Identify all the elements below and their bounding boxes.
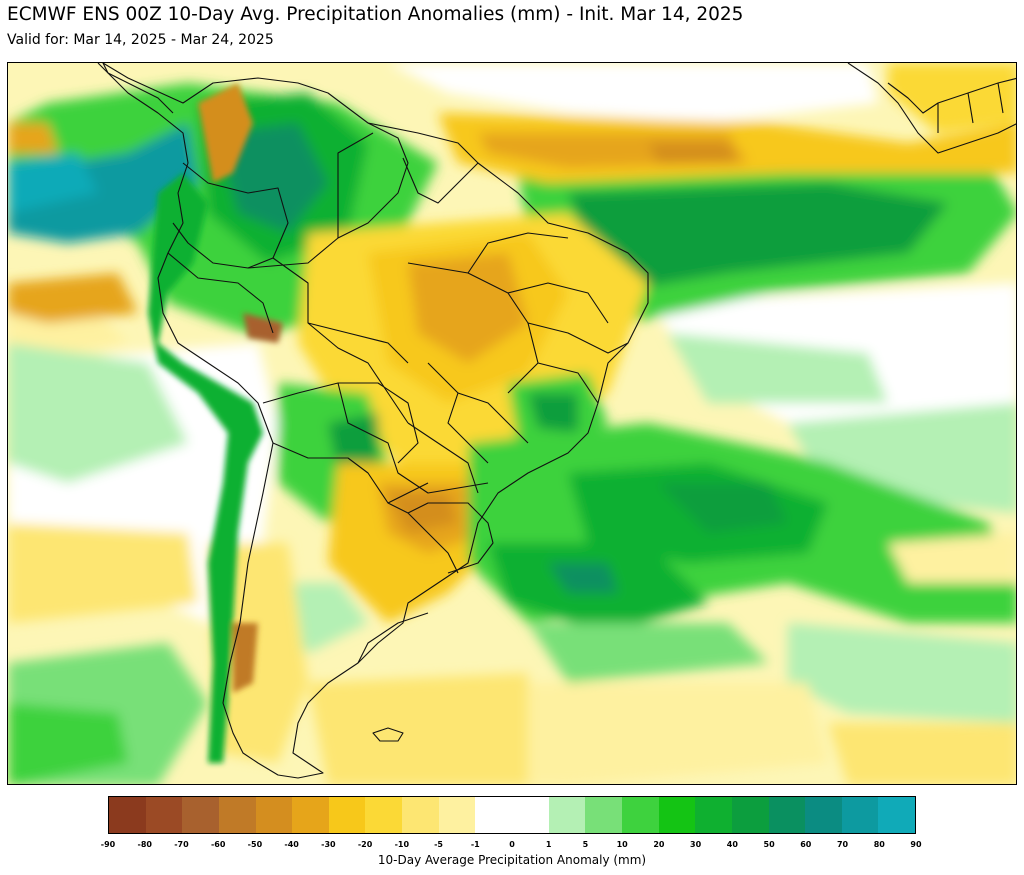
colorbar-swatch bbox=[841, 797, 879, 833]
colorbar-tick-label: 70 bbox=[836, 840, 849, 849]
colorbar-swatch bbox=[731, 797, 769, 833]
colorbar-swatch bbox=[218, 797, 256, 833]
colorbar-swatch bbox=[182, 797, 219, 833]
colorbar-swatches bbox=[108, 796, 916, 834]
colorbar-tick-label: -60 bbox=[210, 840, 226, 849]
country-borders bbox=[97, 63, 1016, 779]
colorbar-tick-label: 20 bbox=[653, 840, 665, 849]
colorbar-swatch bbox=[328, 797, 366, 833]
colorbar-swatch bbox=[402, 797, 439, 833]
colorbar-swatch bbox=[548, 797, 586, 833]
colorbar-tick-label: 10 bbox=[616, 840, 628, 849]
colorbar-tick-label: -5 bbox=[434, 840, 443, 849]
colorbar-tick-label: 40 bbox=[726, 840, 738, 849]
colorbar-swatch bbox=[365, 797, 403, 833]
colorbar-tick-label: 5 bbox=[582, 840, 589, 849]
colorbar-tick-label: 30 bbox=[690, 840, 702, 849]
colorbar-tick-label: 50 bbox=[763, 840, 775, 849]
colorbar-tick-label: -20 bbox=[357, 840, 373, 849]
andes-detail bbox=[148, 83, 283, 763]
colorbar-tick-label: -80 bbox=[137, 840, 152, 849]
colorbar-tick-label: 90 bbox=[910, 840, 922, 849]
colorbar-swatch bbox=[292, 797, 329, 833]
page-title: ECMWF ENS 00Z 10-Day Avg. Precipitation … bbox=[7, 4, 744, 25]
colorbar-swatch bbox=[805, 797, 842, 833]
colorbar-tick-label: 60 bbox=[800, 840, 812, 849]
colorbar-tick-label: 1 bbox=[545, 840, 552, 849]
colorbar-swatch bbox=[585, 797, 622, 833]
colorbar-tick-label: 0 bbox=[509, 840, 515, 849]
colorbar-tick-label: -50 bbox=[247, 840, 263, 849]
colorbar-swatch bbox=[145, 797, 183, 833]
colorbar-swatch bbox=[255, 797, 293, 833]
colorbar-swatch bbox=[695, 797, 732, 833]
colorbar-swatch bbox=[768, 797, 806, 833]
map-canvas bbox=[8, 63, 1016, 784]
colorbar-ticks: -90 -80 -70 -60 -50 -40 -30 -20 -10 -5 -1 0 1 5 10 20 30… bbox=[101, 840, 922, 852]
colorbar-tick-label: 80 bbox=[873, 840, 885, 849]
colorbar-swatch bbox=[475, 797, 513, 833]
colorbar-tick-label: -90 bbox=[100, 840, 116, 849]
colorbar bbox=[108, 796, 916, 836]
colorbar-swatch bbox=[109, 797, 146, 833]
colorbar-swatch bbox=[438, 797, 476, 833]
colorbar-tick-label: -1 bbox=[470, 840, 480, 849]
colorbar-swatch bbox=[658, 797, 696, 833]
precipitation-anomaly-map bbox=[7, 62, 1017, 785]
anomaly-fields bbox=[8, 63, 1016, 784]
colorbar-tick-label: -40 bbox=[284, 840, 299, 849]
colorbar-swatch bbox=[878, 797, 916, 833]
valid-period: Valid for: Mar 14, 2025 - Mar 24, 2025 bbox=[7, 32, 274, 48]
colorbar-tick-label: -30 bbox=[321, 840, 336, 849]
colorbar-tick-label: -70 bbox=[174, 840, 189, 849]
colorbar-swatch bbox=[621, 797, 659, 833]
colorbar-label: 10-Day Average Precipitation Anomaly (mm… bbox=[377, 853, 647, 867]
colorbar-swatch bbox=[512, 797, 549, 833]
colorbar-tick-label: -10 bbox=[394, 840, 410, 849]
